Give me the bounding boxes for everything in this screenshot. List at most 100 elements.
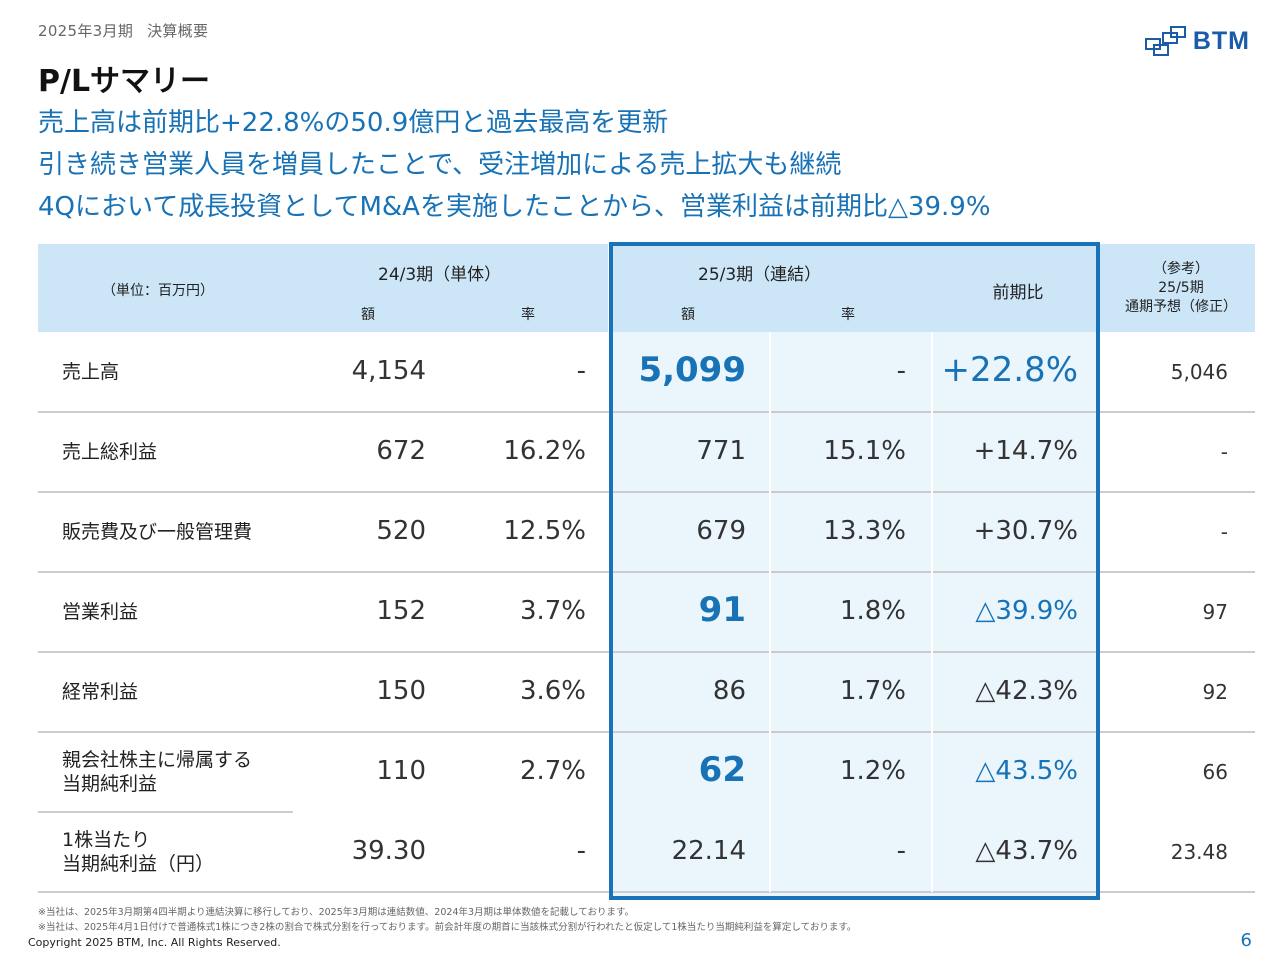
prev-amount-cell: 110 — [376, 756, 426, 786]
breadcrumb: 2025年3月期 決算概要 — [38, 20, 208, 41]
row-label: 経常利益 — [62, 680, 138, 704]
row-label-line: 当期純利益 — [62, 773, 158, 795]
forecast-header-label: 通期予想（修正） — [1125, 299, 1237, 315]
table-row: 売上高 4,154 - 5,099 - +22.8% 5,046 — [38, 332, 1255, 413]
period-prev-header: 24/3期（単体） — [378, 265, 502, 285]
curr-amount-cell: 771 — [696, 436, 746, 466]
yoy-cell: △43.7% — [975, 836, 1078, 866]
breadcrumb-section: 決算概要 — [147, 22, 209, 40]
prev-rate-header: 率 — [521, 307, 535, 323]
prev-rate-cell: - — [576, 356, 586, 386]
forecast-header: （参考） 25/5期 通期予想（修正） — [1106, 260, 1256, 317]
table-row: 親会社株主に帰属する 当期純利益 110 2.7% 62 1.2% △43.5% 66 — [38, 732, 1255, 813]
forecast-cell: - — [1220, 520, 1228, 544]
row-label-line: 当期純利益（円） — [62, 853, 215, 875]
unit-label: （単位：百万円） — [102, 283, 214, 299]
curr-amount-cell: 5,099 — [638, 350, 746, 390]
page-number: 6 — [1240, 930, 1252, 951]
forecast-cell: 23.48 — [1170, 840, 1228, 864]
current-period-frame — [609, 242, 1100, 900]
row-label: 販売費及び一般管理費 — [62, 520, 252, 544]
btm-logo-icon — [1144, 26, 1186, 56]
prev-amount-cell: 520 — [376, 516, 426, 546]
curr-amount-cell: 86 — [712, 676, 746, 706]
prev-amount-header: 額 — [361, 307, 375, 323]
logo-text: BTM — [1192, 26, 1250, 55]
current-period-highlight — [609, 244, 1097, 896]
forecast-header-period: 25/5期 — [1158, 280, 1204, 296]
prev-amount-cell: 672 — [376, 436, 426, 466]
headline: 引き続き営業人員を増員したことで、受注増加による売上拡大も継続 — [38, 150, 842, 180]
curr-rate-cell: - — [896, 356, 906, 386]
row-label: 1株当たり 当期純利益（円） — [62, 828, 214, 876]
copyright: Copyright 2025 BTM, Inc. All Rights Rese… — [28, 936, 281, 949]
forecast-cell: 66 — [1202, 760, 1228, 784]
row-divider — [38, 891, 1255, 893]
curr-amount-header: 額 — [681, 307, 695, 323]
curr-rate-cell: 1.8% — [839, 596, 906, 626]
row-label: 売上総利益 — [62, 440, 157, 464]
yoy-cell: △42.3% — [975, 676, 1078, 706]
row-divider — [38, 811, 293, 813]
curr-amount-cell: 91 — [698, 590, 746, 630]
forecast-cell: 97 — [1202, 600, 1228, 624]
page-title: P/Lサマリー — [38, 64, 211, 99]
curr-rate-cell: - — [896, 836, 906, 866]
row-divider — [38, 731, 1255, 733]
forecast-header-note: （参考） — [1153, 261, 1209, 277]
yoy-cell: +30.7% — [973, 516, 1078, 546]
prev-rate-cell: - — [576, 836, 586, 866]
row-label-line: 親会社株主に帰属する — [62, 749, 253, 771]
prev-rate-cell: 2.7% — [519, 756, 586, 786]
prev-amount-cell: 39.30 — [351, 836, 426, 866]
curr-rate-cell: 1.2% — [839, 756, 906, 786]
forecast-cell: 5,046 — [1170, 360, 1228, 384]
row-divider — [38, 411, 1255, 413]
row-label-line: 1株当たり — [62, 829, 151, 851]
prev-amount-cell: 4,154 — [351, 356, 426, 386]
row-label-line: 販売費及び一般管理費 — [62, 521, 253, 543]
curr-amount-cell: 679 — [696, 516, 746, 546]
forecast-cell: - — [1220, 440, 1228, 464]
table-row: 1株当たり 当期純利益（円） 39.30 - 22.14 - △43.7% 23.48 — [38, 812, 1255, 893]
row-label-line: 営業利益 — [62, 601, 139, 623]
prev-rate-cell: 12.5% — [503, 516, 586, 546]
headline: 4Qにおいて成長投資としてM&Aを実施したことから、営業利益は前期比△39.9% — [38, 192, 991, 222]
headlines: 売上高は前期比+22.8%の50.9億円と過去最高を更新 引き続き営業人員を増員… — [38, 102, 991, 228]
table-row: 経常利益 150 3.6% 86 1.7% △42.3% 92 — [38, 652, 1255, 733]
table-row: 販売費及び一般管理費 520 12.5% 679 13.3% +30.7% - — [38, 492, 1255, 573]
curr-rate-cell: 13.3% — [823, 516, 906, 546]
row-divider — [38, 651, 1255, 653]
prev-amount-cell: 152 — [376, 596, 426, 626]
yoy-cell: +14.7% — [973, 436, 1078, 466]
row-label: 営業利益 — [62, 600, 138, 624]
column-divider — [769, 332, 771, 892]
footnote: ※当社は、2025年4月1日付けで普通株式1株につき2株の割合で株式分割を行って… — [38, 922, 857, 933]
yoy-cell: △43.5% — [975, 756, 1078, 786]
yoy-cell: +22.8% — [941, 350, 1079, 390]
company-logo: BTM — [1144, 24, 1250, 58]
row-label: 売上高 — [62, 360, 119, 384]
row-label-line: 売上高 — [62, 361, 120, 383]
curr-amount-cell: 62 — [698, 750, 746, 790]
column-divider — [931, 332, 933, 892]
forecast-cell: 92 — [1202, 680, 1228, 704]
row-label: 親会社株主に帰属する 当期純利益 — [62, 748, 252, 796]
curr-rate-cell: 15.1% — [823, 436, 906, 466]
prev-rate-cell: 3.7% — [519, 596, 586, 626]
row-label-line: 売上総利益 — [62, 441, 158, 463]
table-row: 売上総利益 672 16.2% 771 15.1% +14.7% - — [38, 412, 1255, 493]
curr-rate-cell: 1.7% — [839, 676, 906, 706]
footnotes: ※当社は、2025年3月期第4四半期より連結決算に移行しており、2025年3月期… — [38, 905, 856, 935]
table-row: 営業利益 152 3.7% 91 1.8% △39.9% 97 — [38, 572, 1255, 653]
footnote: ※当社は、2025年3月期第4四半期より連結決算に移行しており、2025年3月期… — [38, 907, 635, 918]
curr-rate-header: 率 — [841, 307, 855, 323]
table-header: （単位：百万円） 24/3期（単体） 額 率 25/3期（連結） 額 率 前期比… — [38, 244, 1255, 332]
yoy-header: 前期比 — [992, 283, 1044, 303]
period-curr-header: 25/3期（連結） — [698, 265, 822, 285]
breadcrumb-period: 2025年3月期 — [38, 22, 134, 40]
prev-rate-cell: 3.6% — [519, 676, 586, 706]
row-label-line: 経常利益 — [62, 681, 139, 703]
yoy-cell: △39.9% — [975, 596, 1078, 626]
prev-rate-cell: 16.2% — [503, 436, 586, 466]
